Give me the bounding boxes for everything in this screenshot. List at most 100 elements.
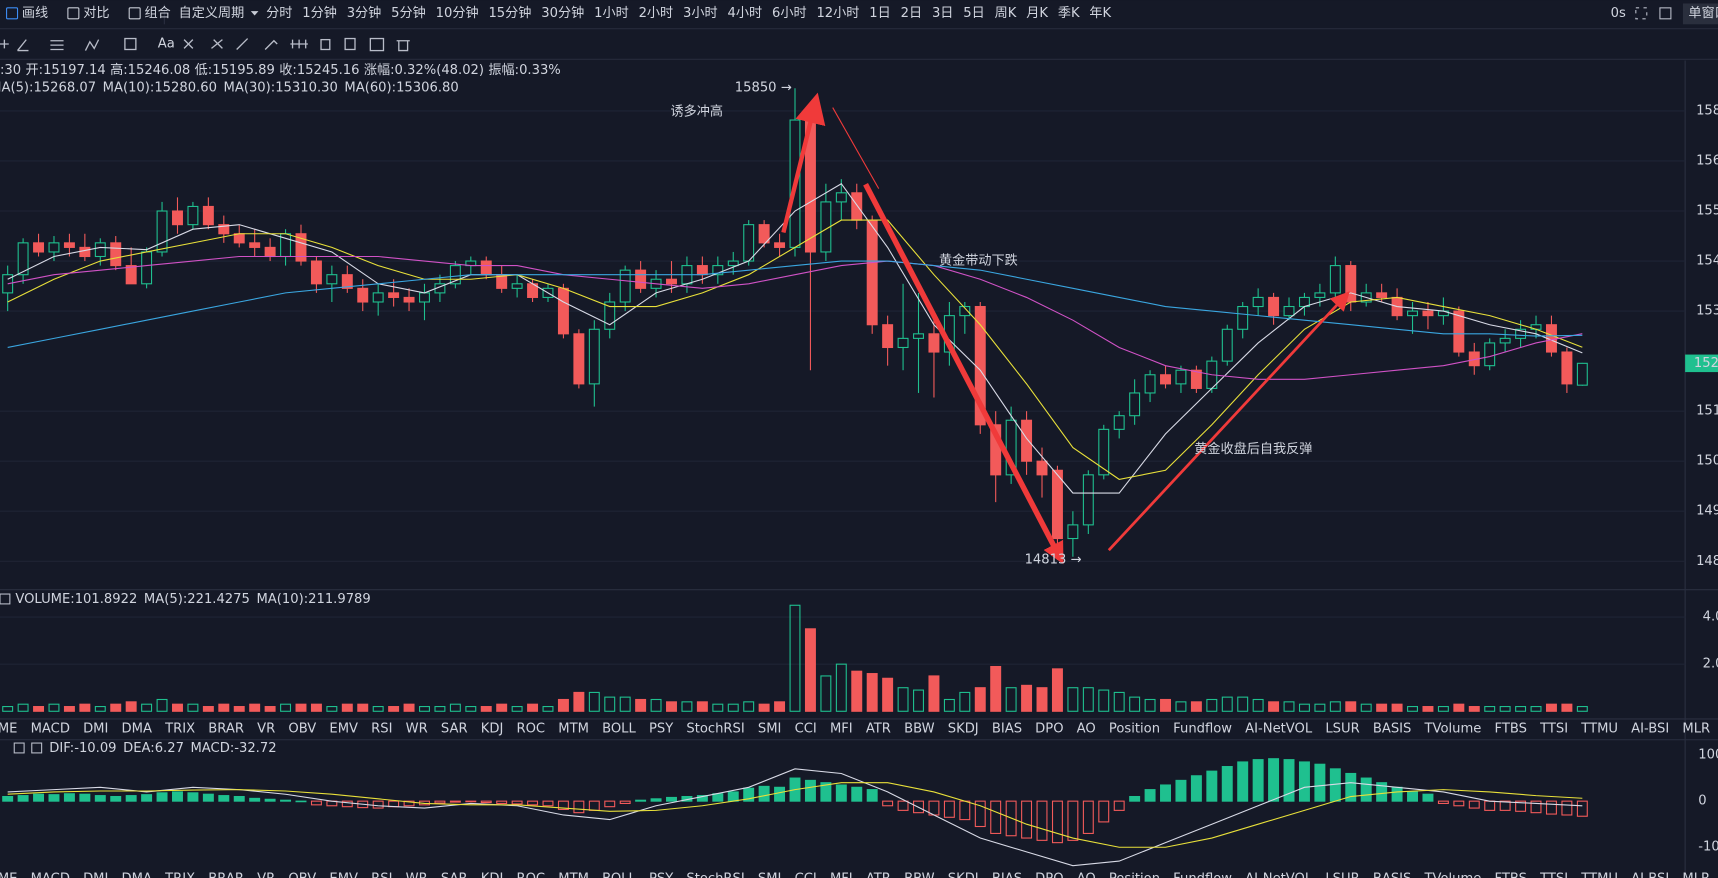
period-button[interactable]: 15分钟 bbox=[488, 4, 531, 21]
tool-icon[interactable] bbox=[369, 37, 385, 52]
indicator-tab[interactable]: ATR bbox=[866, 871, 891, 878]
period-button[interactable]: 12小时 bbox=[816, 5, 859, 21]
indicator-tab[interactable]: DMA bbox=[122, 721, 152, 736]
indicator-tab[interactable]: SMI bbox=[758, 871, 782, 878]
toolbar-button[interactable]: 画线 bbox=[22, 5, 48, 21]
indicator-tab[interactable]: TVolume bbox=[1424, 721, 1482, 736]
indicator-tab[interactable]: OBV bbox=[288, 721, 316, 736]
indicator-tab[interactable]: EMV bbox=[329, 871, 358, 878]
indicator-tab[interactable]: VR bbox=[257, 871, 275, 878]
indicator-tab[interactable]: BRAR bbox=[208, 721, 244, 736]
tool-icon[interactable] bbox=[320, 38, 331, 51]
indicator-tab[interactable]: AI-NetVOL bbox=[1245, 871, 1313, 878]
period-button[interactable]: 1日 bbox=[869, 6, 890, 21]
indicator-tab[interactable]: ROC bbox=[516, 871, 545, 878]
indicator-tab[interactable]: DMA bbox=[122, 871, 152, 878]
indicator-tab[interactable]: SKDJ bbox=[948, 721, 979, 736]
indicator-tab[interactable]: AO bbox=[1077, 871, 1096, 878]
period-button[interactable]: 30分钟 bbox=[541, 4, 584, 21]
indicator-tab[interactable]: TRIX bbox=[164, 721, 195, 736]
period-button[interactable]: 3小时 bbox=[683, 5, 718, 21]
indicator-tab[interactable]: KDJ bbox=[481, 871, 504, 878]
period-button[interactable]: 5日 bbox=[963, 6, 984, 21]
indicator-tab[interactable]: ROC bbox=[516, 721, 545, 736]
indicator-tab[interactable]: MTM bbox=[558, 871, 589, 878]
tool-icon[interactable] bbox=[290, 39, 308, 49]
indicator-tab[interactable]: MTM bbox=[558, 721, 589, 736]
indicator-tab[interactable]: RSI bbox=[371, 721, 392, 736]
indicator-tab[interactable]: BASIS bbox=[1373, 871, 1412, 878]
indicator-tab[interactable]: Fundflow bbox=[1173, 721, 1232, 736]
indicator-tab[interactable]: FTBS bbox=[1495, 721, 1527, 736]
window-button-bg[interactable] bbox=[1682, 3, 1718, 25]
toolbar-button[interactable]: 对比 bbox=[83, 5, 109, 21]
indicator-tab[interactable]: LSUR bbox=[1325, 871, 1359, 878]
indicator-tab[interactable]: BRAR bbox=[208, 871, 244, 878]
tool-icon[interactable] bbox=[236, 38, 249, 50]
indicator-tab[interactable]: MLR bbox=[1682, 871, 1710, 878]
indicator-tab[interactable]: ATR bbox=[866, 721, 891, 736]
indicator-tab[interactable]: PSY bbox=[649, 871, 674, 878]
indicator-tab[interactable]: TTSI bbox=[1539, 871, 1568, 878]
indicator-tab[interactable]: Fundflow bbox=[1173, 871, 1232, 878]
tool-icon[interactable] bbox=[211, 39, 223, 49]
period-button[interactable]: 3分钟 bbox=[347, 4, 382, 21]
indicator-tab[interactable]: MACD bbox=[31, 871, 70, 878]
tool-icon[interactable] bbox=[17, 39, 29, 52]
indicator-tab[interactable]: TTMU bbox=[1580, 871, 1618, 878]
indicator-tab[interactable]: DMI bbox=[83, 721, 108, 736]
indicator-tab[interactable]: WR bbox=[406, 871, 428, 878]
indicator-tab[interactable]: VR bbox=[257, 721, 275, 736]
tool-icon[interactable] bbox=[84, 39, 100, 51]
indicator-tab[interactable]: SAR bbox=[441, 871, 468, 878]
indicator-tab[interactable]: AI-BSI bbox=[1631, 871, 1669, 878]
period-button[interactable]: 6小时 bbox=[772, 5, 807, 21]
indicator-tab[interactable]: SKDJ bbox=[948, 871, 979, 878]
tool-icon[interactable] bbox=[264, 39, 278, 50]
indicator-tab[interactable]: AI-BSI bbox=[1631, 721, 1669, 736]
tool-icon[interactable] bbox=[0, 39, 9, 49]
indicator-tab[interactable]: FTBS bbox=[1495, 871, 1527, 878]
indicator-tab[interactable]: BASIS bbox=[1373, 721, 1412, 736]
window-icon[interactable] bbox=[1659, 7, 1672, 20]
indicator-tab[interactable]: DPO bbox=[1035, 721, 1063, 736]
period-dropdown[interactable]: 自定义周期 bbox=[179, 5, 245, 21]
indicator-tab[interactable]: TTSI bbox=[1539, 721, 1568, 736]
period-button[interactable]: 分时 bbox=[266, 5, 292, 21]
window-button[interactable]: 单窗口 bbox=[1688, 4, 1718, 21]
tool-icon[interactable] bbox=[183, 39, 194, 49]
indicator-tab[interactable]: BOLL bbox=[602, 721, 636, 736]
indicator-tab[interactable]: DMI bbox=[83, 871, 108, 878]
indicator-tab[interactable]: SMI bbox=[758, 721, 782, 736]
tool-icon[interactable] bbox=[124, 37, 137, 51]
indicator-tab[interactable]: Position bbox=[1109, 871, 1160, 878]
indicator-tab[interactable]: MFI bbox=[830, 871, 853, 878]
tool-icon[interactable] bbox=[344, 37, 356, 51]
period-button[interactable]: 季K bbox=[1058, 5, 1080, 21]
indicator-tab[interactable]: MFI bbox=[830, 721, 853, 736]
indicator-tab[interactable]: CCI bbox=[795, 871, 817, 878]
period-button[interactable]: 2日 bbox=[901, 6, 922, 21]
indicator-tab[interactable]: BIAS bbox=[992, 721, 1022, 736]
indicator-tab[interactable]: PSY bbox=[649, 721, 674, 736]
indicator-tab[interactable]: DPO bbox=[1035, 871, 1063, 878]
indicator-tab[interactable]: MACD bbox=[31, 721, 70, 736]
indicator-tab[interactable]: KDJ bbox=[481, 721, 504, 736]
tool-icon[interactable] bbox=[396, 40, 410, 52]
indicator-tab[interactable]: BBW bbox=[904, 871, 935, 878]
indicator-tab[interactable]: ME bbox=[0, 721, 17, 736]
indicator-tab[interactable]: EMV bbox=[329, 721, 358, 736]
period-button[interactable]: 2小时 bbox=[639, 5, 674, 21]
period-button[interactable]: 年K bbox=[1089, 5, 1111, 21]
period-button[interactable]: 1小时 bbox=[594, 5, 629, 21]
indicator-tab[interactable]: CCI bbox=[795, 721, 817, 736]
period-button[interactable]: 周K bbox=[995, 6, 1017, 21]
indicator-tab[interactable]: BIAS bbox=[992, 871, 1022, 878]
indicator-tab[interactable]: BBW bbox=[904, 721, 935, 736]
period-button[interactable]: 4小时 bbox=[728, 5, 763, 21]
tool-icon[interactable] bbox=[50, 40, 64, 51]
indicator-tab[interactable]: StochRSI bbox=[686, 871, 744, 878]
indicator-tab[interactable]: LSUR bbox=[1325, 721, 1359, 736]
period-button[interactable]: 月K bbox=[1026, 6, 1048, 21]
indicator-tab[interactable]: AI-NetVOL bbox=[1245, 721, 1313, 736]
